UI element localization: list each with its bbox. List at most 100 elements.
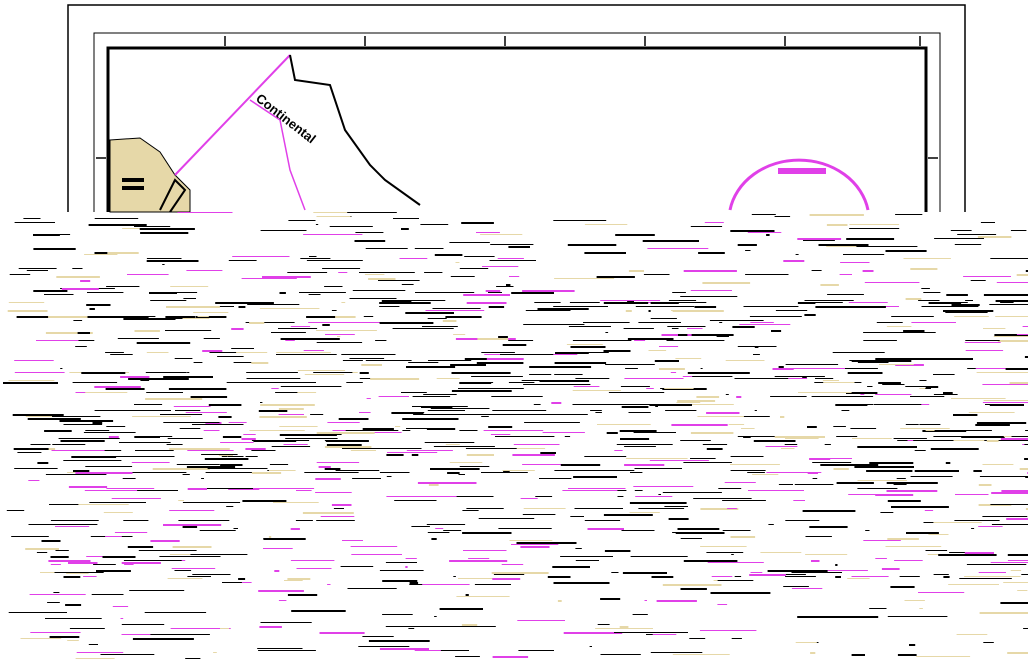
artifact (854, 466, 914, 468)
artifact (1025, 270, 1028, 272)
artifact (451, 390, 512, 392)
artifact (241, 438, 256, 440)
artifact (954, 520, 1000, 521)
artifact (88, 644, 98, 645)
artifact (405, 312, 454, 314)
artifact (629, 512, 660, 513)
artifact (426, 524, 466, 525)
artifact (648, 310, 651, 312)
artifact (943, 576, 950, 578)
artifact (603, 302, 649, 304)
artifact (975, 368, 1020, 369)
artifact (260, 402, 263, 403)
artifact (123, 318, 176, 320)
artifact (573, 476, 617, 478)
artifact (945, 462, 951, 464)
artifact (44, 294, 74, 295)
artifact (146, 258, 182, 259)
artifact (812, 462, 852, 463)
artifact (352, 290, 406, 291)
artifact (258, 650, 316, 651)
artifact (9, 274, 31, 275)
artifact (843, 254, 885, 255)
artifact (706, 412, 740, 414)
artifact (8, 302, 45, 303)
artifact (379, 472, 410, 473)
artifact (692, 376, 733, 377)
artifact (982, 384, 1028, 385)
artifact (638, 322, 681, 323)
artifact (898, 332, 920, 333)
artifact (572, 390, 621, 391)
artifact (662, 492, 722, 493)
artifact (857, 362, 889, 363)
artifact (455, 414, 503, 415)
artifact (636, 438, 649, 440)
artifact (262, 276, 311, 278)
artifact (635, 496, 673, 497)
artifact (563, 632, 623, 634)
artifact (906, 532, 939, 534)
artifact (677, 528, 720, 530)
artifact (676, 402, 701, 403)
artifact (203, 338, 220, 339)
artifact (1000, 302, 1014, 303)
artifact (466, 508, 504, 509)
artifact (589, 646, 592, 647)
artifact (75, 392, 86, 393)
artifact (492, 578, 521, 580)
symbol (122, 186, 144, 190)
artifact (155, 318, 198, 319)
artifact (335, 316, 356, 318)
artifact (195, 316, 227, 318)
artifact (341, 354, 396, 355)
artifact (930, 448, 979, 450)
artifact (179, 428, 201, 429)
artifact (25, 548, 59, 550)
artifact (702, 444, 728, 445)
artifact (766, 472, 822, 473)
artifact (928, 534, 949, 535)
artifact (476, 362, 524, 364)
artifact (511, 292, 554, 294)
artifact (501, 564, 524, 565)
artifact (287, 272, 328, 273)
artifact (413, 414, 474, 415)
artifact (170, 286, 209, 287)
artifact (30, 444, 51, 445)
artifact (490, 434, 511, 435)
artifact (743, 416, 770, 417)
artifact (222, 582, 242, 583)
artifact (965, 350, 1004, 351)
artifact (570, 516, 584, 517)
artifact (608, 392, 665, 393)
arc-label (778, 168, 826, 174)
artifact (284, 580, 303, 581)
artifact (717, 604, 728, 605)
artifact (659, 346, 679, 347)
artifact (387, 452, 438, 453)
artifact (893, 438, 927, 439)
artifact (290, 326, 311, 327)
artifact (675, 532, 725, 534)
artifact (209, 352, 252, 353)
artifact (783, 368, 845, 369)
artifact (807, 426, 817, 428)
artifact (815, 306, 842, 308)
artifact (527, 414, 531, 415)
artifact (308, 322, 358, 323)
artifact (522, 464, 565, 465)
artifact (40, 572, 64, 573)
artifact (466, 302, 507, 304)
artifact (985, 404, 994, 405)
artifact (464, 358, 487, 360)
artifact (512, 454, 555, 456)
artifact (933, 574, 949, 575)
artifact (621, 406, 649, 408)
artifact (411, 454, 419, 456)
artifact (656, 600, 697, 602)
artifact (430, 468, 480, 470)
artifact (271, 388, 279, 389)
artifact (934, 238, 984, 239)
artifact (422, 326, 458, 327)
